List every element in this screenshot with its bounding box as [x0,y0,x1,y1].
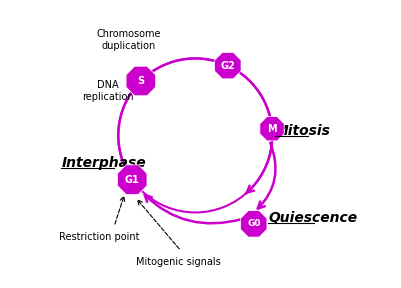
Text: G0: G0 [246,219,260,228]
Text: G1: G1 [125,175,139,185]
Polygon shape [240,211,266,237]
Text: M: M [267,124,276,134]
Polygon shape [126,66,155,96]
Text: Restriction point: Restriction point [59,232,140,242]
Polygon shape [214,52,241,79]
Text: Quiescence: Quiescence [267,211,356,225]
Text: DNA
replication: DNA replication [82,80,134,102]
Text: S: S [137,76,144,86]
Text: Interphase: Interphase [61,156,146,170]
Text: G2: G2 [220,61,235,71]
Text: Mitosis: Mitosis [274,124,330,138]
Text: Chromosome
duplication: Chromosome duplication [96,29,160,51]
Polygon shape [259,117,284,141]
Polygon shape [117,165,147,194]
Text: Mitogenic signals: Mitogenic signals [136,257,220,267]
